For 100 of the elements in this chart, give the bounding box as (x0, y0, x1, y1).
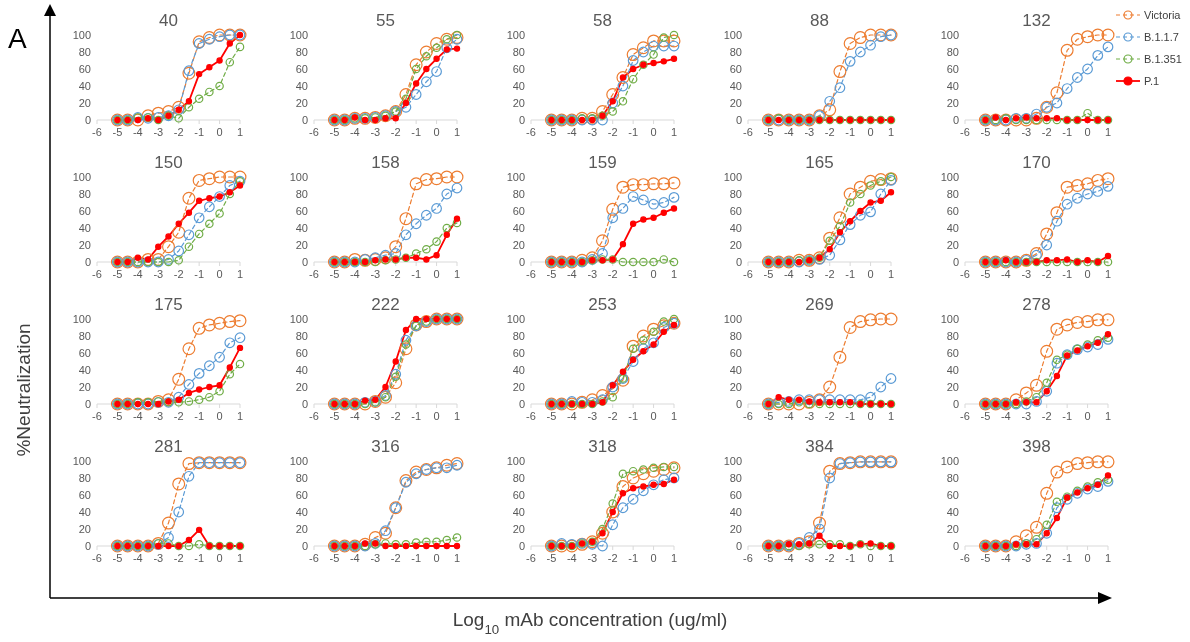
x-tick-label: 0 (1084, 552, 1091, 564)
x-tick-label: 1 (670, 410, 678, 422)
y-tick-label: 80 (78, 471, 91, 484)
y-tick-label: 0 (735, 397, 742, 410)
y-tick-label: 40 (295, 79, 308, 92)
y-tick-label: 40 (729, 363, 742, 376)
x-tick-label: -4 (1000, 552, 1011, 564)
y-tick-label: 20 (295, 238, 308, 251)
x-tick-label: -5 (546, 552, 557, 564)
x-tick-label: -1 (194, 126, 205, 138)
x-tick-label: -4 (566, 268, 577, 280)
y-tick-label: 60 (78, 488, 91, 501)
x-tick-label: -2 (1041, 126, 1052, 138)
x-tick-label: -4 (349, 410, 360, 422)
x-tick-label: -5 (763, 268, 774, 280)
y-tick-label: 20 (729, 522, 742, 535)
y-tick-label: 80 (512, 471, 525, 484)
y-tick-label: 100 (289, 454, 308, 467)
y-tick-label: 40 (295, 505, 308, 518)
x-tick-label: -2 (607, 268, 618, 280)
legend-label: B.1.351 (1144, 52, 1182, 65)
y-tick-label: 100 (72, 170, 91, 183)
x-tick-label: -2 (390, 268, 401, 280)
x-tick-label: 1 (1104, 126, 1112, 138)
y-tick-label: 80 (946, 187, 959, 200)
x-tick-label: -3 (153, 126, 164, 138)
x-tick-label: -2 (824, 126, 835, 138)
y-tick-label: 20 (512, 380, 525, 393)
y-tick-label: 0 (84, 397, 91, 410)
x-tick-label: -6 (960, 552, 970, 564)
x-tick-label: 0 (650, 410, 657, 422)
x-tick-label: -6 (743, 268, 753, 280)
y-tick-label: 40 (78, 79, 91, 92)
x-tick-label: -6 (743, 410, 753, 422)
y-tick-label: 60 (512, 488, 525, 501)
y-tick-label: 20 (729, 238, 742, 251)
y-tick-label: 100 (506, 312, 525, 325)
x-tick-label: 0 (433, 268, 440, 280)
y-tick-label: 100 (72, 28, 91, 41)
chart-title: 150 (154, 153, 183, 172)
x-tick-label: 0 (1084, 126, 1091, 138)
x-tick-label: -3 (587, 410, 598, 422)
y-tick-label: 80 (946, 471, 959, 484)
y-tick-label: 60 (512, 204, 525, 217)
x-tick-label: -5 (763, 126, 774, 138)
x-tick-label: -1 (845, 126, 856, 138)
x-tick-label: -3 (587, 268, 598, 280)
x-tick-label: -2 (1041, 268, 1052, 280)
x-tick-label: -3 (370, 552, 381, 564)
x-tick-label: -6 (309, 410, 319, 422)
y-tick-label: 0 (301, 113, 308, 126)
y-tick-label: 100 (940, 312, 959, 325)
x-tick-label: -2 (1041, 552, 1052, 564)
x-tick-label: -5 (329, 268, 340, 280)
x-tick-label: -1 (845, 268, 856, 280)
x-tick-label: -3 (370, 126, 381, 138)
y-tick-label: 0 (952, 397, 959, 410)
y-tick-label: 60 (729, 346, 742, 359)
x-tick-label: -3 (587, 126, 598, 138)
x-axis-title: Log$_{10}$ mAb concentration (ug/ml) (452, 609, 728, 637)
x-tick-label: -6 (92, 552, 102, 564)
x-tick-label: -1 (628, 552, 639, 564)
y-tick-label: 60 (295, 488, 308, 501)
x-tick-label: -4 (1000, 410, 1011, 422)
y-tick-label: 0 (952, 255, 959, 268)
x-tick-label: -5 (112, 268, 123, 280)
x-tick-label: -3 (1021, 126, 1032, 138)
legend-label: B.1.1.7 (1144, 30, 1179, 43)
y-tick-label: 80 (946, 329, 959, 342)
y-tick-label: 60 (946, 62, 959, 75)
y-tick-label: 80 (729, 45, 742, 58)
x-tick-label: -1 (194, 268, 205, 280)
chart-title: 40 (159, 11, 178, 30)
y-tick-label: 0 (952, 113, 959, 126)
y-tick-label: 40 (512, 221, 525, 234)
chart-title: 253 (588, 295, 617, 314)
x-tick-label: -3 (370, 410, 381, 422)
x-tick-label: 0 (867, 268, 874, 280)
x-tick-label: 1 (236, 552, 244, 564)
x-tick-label: -6 (92, 126, 102, 138)
y-tick-label: 40 (729, 221, 742, 234)
y-tick-label: 0 (952, 539, 959, 552)
y-tick-label: 100 (506, 170, 525, 183)
x-tick-label: -4 (349, 268, 360, 280)
x-tick-label: 1 (887, 126, 895, 138)
x-tick-label: 0 (433, 410, 440, 422)
x-tick-label: 1 (236, 410, 244, 422)
y-tick-label: 100 (723, 454, 742, 467)
x-tick-label: -5 (546, 268, 557, 280)
x-tick-label: -4 (783, 268, 794, 280)
y-tick-label: 60 (946, 204, 959, 217)
x-tick-label: -6 (960, 410, 970, 422)
x-tick-label: -2 (824, 268, 835, 280)
x-tick-label: 1 (670, 552, 678, 564)
y-tick-label: 40 (78, 221, 91, 234)
y-tick-label: 40 (512, 79, 525, 92)
x-tick-label: -4 (566, 552, 577, 564)
x-tick-label: 0 (867, 126, 874, 138)
y-tick-label: 0 (735, 113, 742, 126)
y-tick-label: 80 (78, 329, 91, 342)
